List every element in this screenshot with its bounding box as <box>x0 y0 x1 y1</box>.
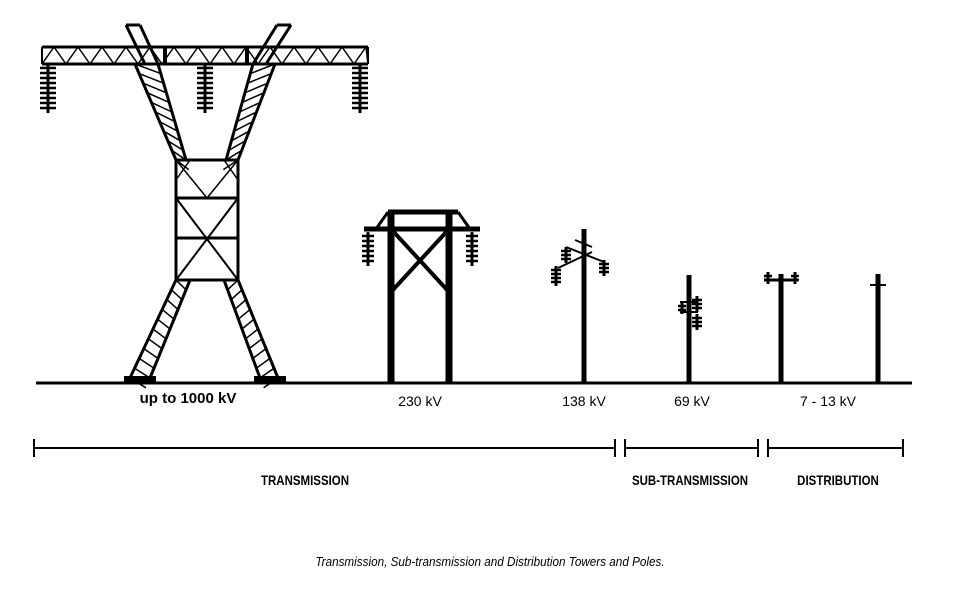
insulator-string <box>692 296 702 312</box>
insulator-string <box>40 64 56 113</box>
insulator-string <box>599 260 609 276</box>
figure-caption: Transmission, Sub-transmission and Distr… <box>315 554 665 569</box>
lattice-tower <box>41 23 369 389</box>
sub-transmission-bracket <box>624 439 759 457</box>
insulator-string <box>197 64 213 113</box>
insulator-string <box>352 64 368 113</box>
voltage-label-138kv: 138 kV <box>562 393 606 409</box>
insulator-string <box>692 314 702 330</box>
category-sub-transmission: SUB-TRANSMISSION <box>631 472 749 488</box>
insulators <box>40 64 799 330</box>
distribution-pole-crossarm <box>764 274 798 383</box>
insulator-string <box>466 232 478 266</box>
voltage-label-distribution: 7 - 13 kV <box>799 393 857 409</box>
insulator-string <box>791 272 799 284</box>
insulator-string <box>362 232 374 266</box>
voltage-label-69kv: 69 kV <box>674 393 710 409</box>
insulator-string <box>561 247 571 263</box>
insulator-string <box>764 272 772 284</box>
distribution-pole-single <box>870 274 886 383</box>
h-frame-tower <box>364 209 480 383</box>
pole-138kv <box>557 229 605 383</box>
voltage-label-lattice: up to 1000 kV <box>139 390 237 407</box>
insulator-string <box>551 266 561 286</box>
voltage-label-230kv: 230 kV <box>398 393 442 409</box>
distribution-bracket <box>767 439 904 457</box>
transmission-bracket <box>33 439 616 457</box>
pole-69kv <box>680 275 698 383</box>
category-distribution: DISTRIBUTION <box>797 472 879 488</box>
category-transmission: TRANSMISSION <box>260 472 350 488</box>
